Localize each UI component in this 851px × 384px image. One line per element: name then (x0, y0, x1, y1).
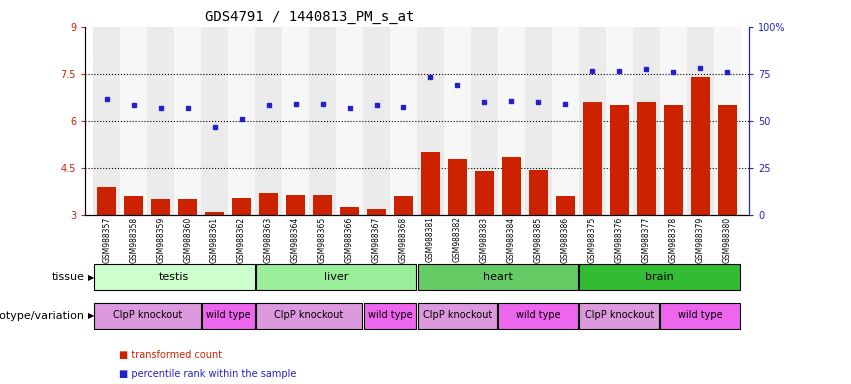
Bar (202, 303, 254, 329)
Bar (660, 27, 687, 215)
Bar (418, 265, 579, 290)
Bar (417, 27, 444, 215)
Text: heart: heart (483, 272, 513, 282)
Bar (363, 303, 416, 329)
Bar (282, 27, 309, 215)
Bar (205, 212, 224, 215)
Text: wild type: wild type (678, 310, 722, 320)
Bar (664, 105, 683, 215)
Bar (255, 265, 416, 290)
Text: testis: testis (159, 272, 189, 282)
Bar (471, 27, 498, 215)
Bar (691, 77, 710, 215)
Bar (475, 171, 494, 215)
Bar (94, 27, 120, 215)
Bar (687, 27, 714, 215)
Text: genotype/variation: genotype/variation (0, 311, 84, 321)
Bar (228, 27, 255, 215)
Text: ClpP knockout: ClpP knockout (112, 310, 182, 320)
Text: ▶: ▶ (88, 273, 94, 282)
Bar (201, 27, 228, 215)
Bar (390, 27, 417, 215)
Bar (97, 187, 116, 215)
Bar (714, 27, 740, 215)
Text: ■ transformed count: ■ transformed count (119, 350, 222, 360)
Bar (579, 27, 606, 215)
Bar (529, 170, 548, 215)
Bar (255, 303, 363, 329)
Bar (498, 27, 525, 215)
Bar (178, 199, 197, 215)
Text: wild type: wild type (206, 310, 250, 320)
Bar (556, 196, 574, 215)
Bar (124, 196, 143, 215)
Bar (660, 303, 740, 329)
Bar (610, 105, 629, 215)
Text: GDS4791 / 1440813_PM_s_at: GDS4791 / 1440813_PM_s_at (204, 10, 414, 25)
Bar (151, 199, 170, 215)
Text: wild type: wild type (516, 310, 561, 320)
Bar (255, 27, 282, 215)
Text: brain: brain (645, 272, 674, 282)
Bar (309, 27, 336, 215)
Bar (448, 159, 467, 215)
Text: ClpP knockout: ClpP knockout (423, 310, 492, 320)
Text: ■ percentile rank within the sample: ■ percentile rank within the sample (119, 369, 296, 379)
Bar (583, 102, 602, 215)
Text: ClpP knockout: ClpP knockout (274, 310, 344, 320)
Text: ClpP knockout: ClpP knockout (585, 310, 654, 320)
Bar (94, 265, 254, 290)
Bar (552, 27, 579, 215)
Bar (394, 196, 413, 215)
Bar (336, 27, 363, 215)
Bar (418, 303, 497, 329)
Bar (421, 152, 440, 215)
Bar (502, 157, 521, 215)
Bar (367, 209, 386, 215)
Bar (525, 27, 552, 215)
Text: liver: liver (324, 272, 348, 282)
Bar (94, 303, 201, 329)
Text: wild type: wild type (368, 310, 413, 320)
Bar (363, 27, 390, 215)
Bar (444, 27, 471, 215)
Bar (633, 27, 660, 215)
Bar (286, 195, 305, 215)
Bar (580, 265, 740, 290)
Bar (147, 27, 174, 215)
Bar (637, 102, 656, 215)
Bar (340, 207, 359, 215)
Text: tissue: tissue (51, 272, 84, 283)
Bar (120, 27, 147, 215)
Bar (260, 193, 278, 215)
Bar (580, 303, 660, 329)
Bar (232, 198, 251, 215)
Text: ▶: ▶ (88, 311, 94, 320)
Bar (499, 303, 579, 329)
Bar (718, 105, 737, 215)
Bar (313, 195, 332, 215)
Bar (174, 27, 201, 215)
Bar (606, 27, 633, 215)
